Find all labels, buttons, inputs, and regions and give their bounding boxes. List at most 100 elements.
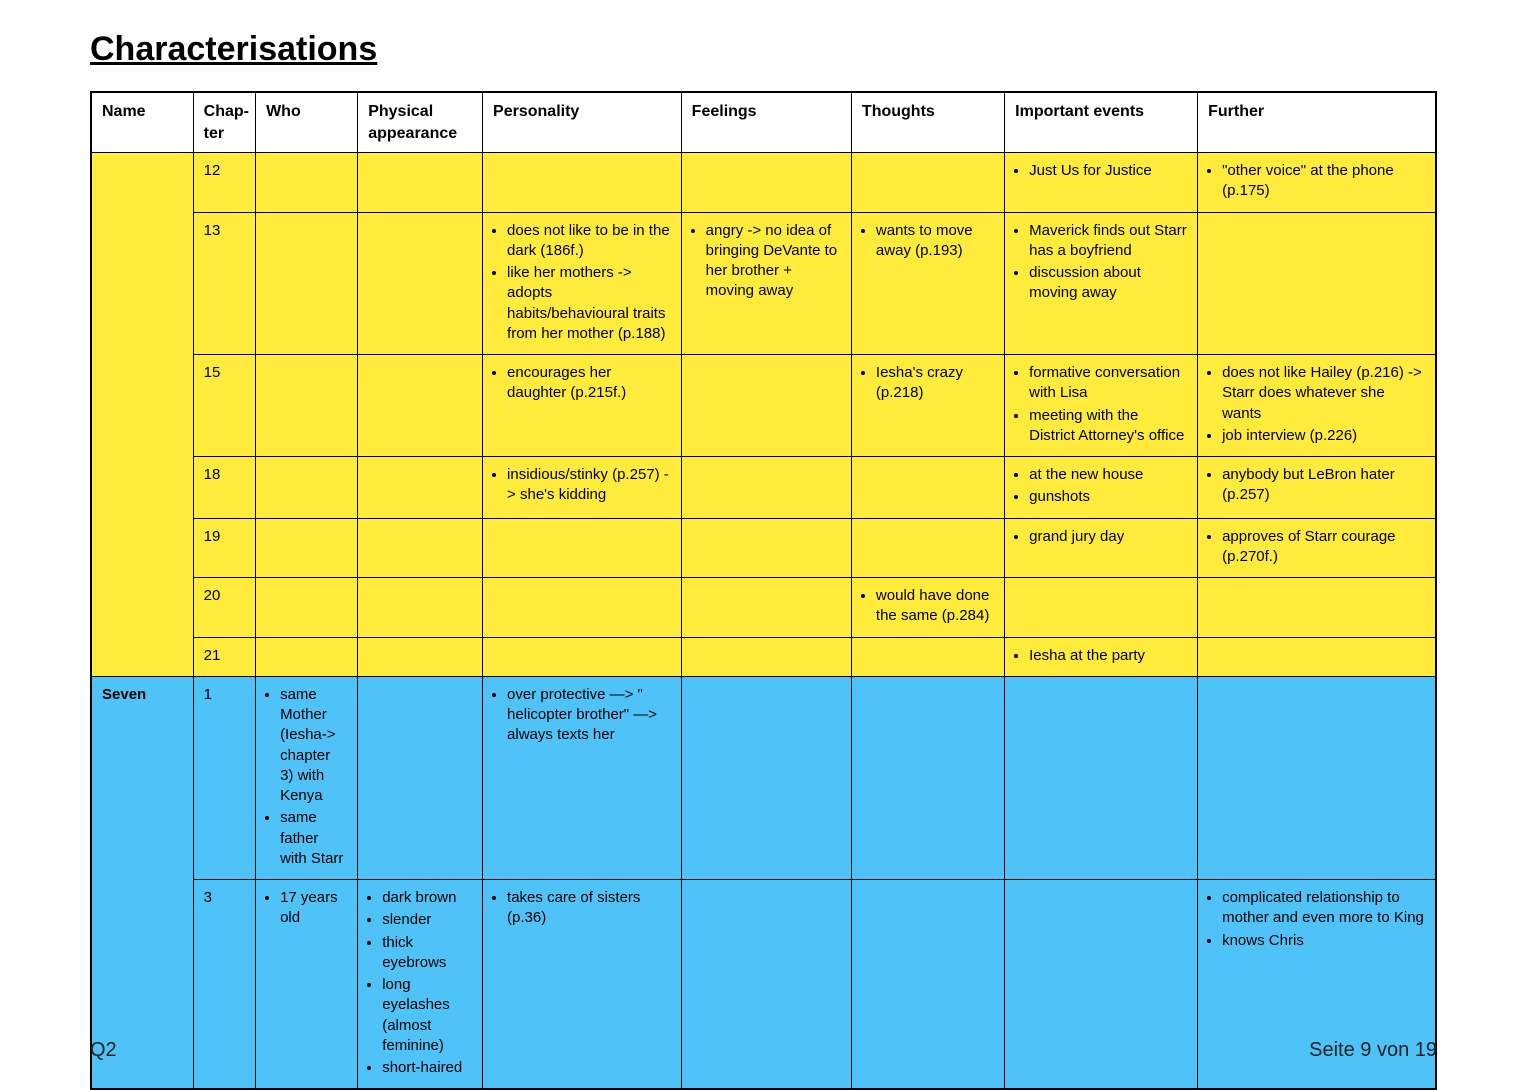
list-item: thick eyebrows <box>382 933 472 974</box>
cell-chapter: 18 <box>193 457 255 519</box>
cell-who <box>256 212 358 355</box>
cell-physical <box>358 637 483 676</box>
cell-personality: insidious/stinky (p.257) -> she's kiddin… <box>483 457 682 519</box>
cell-further <box>1198 676 1436 879</box>
cell-physical <box>358 153 483 213</box>
cell-events: Maverick finds out Starr has a boyfriend… <box>1005 212 1198 355</box>
cell-who: same Mother (Iesha-> chapter 3) with Ken… <box>256 676 358 879</box>
cell-events <box>1005 578 1198 638</box>
cell-physical <box>358 518 483 578</box>
col-personality: Personality <box>483 92 682 153</box>
col-feelings: Feelings <box>681 92 851 153</box>
table-header: Name Chap-ter Who Physical appearance Pe… <box>91 92 1436 153</box>
list-item: discussion about moving away <box>1029 263 1187 304</box>
list-item: formative conversation with Lisa <box>1029 363 1187 404</box>
cell-list: insidious/stinky (p.257) -> she's kiddin… <box>493 465 671 506</box>
cell-name: Seven <box>91 676 193 1089</box>
list-item: at the new house <box>1029 465 1187 485</box>
col-further: Further <box>1198 92 1436 153</box>
cell-physical <box>358 457 483 519</box>
cell-list: does not like to be in the dark (186f.)l… <box>493 221 671 345</box>
cell-list: wants to move away (p.193) <box>862 221 994 262</box>
cell-thoughts: wants to move away (p.193) <box>851 212 1004 355</box>
cell-list: angry -> no idea of bringing DeVante to … <box>692 221 841 302</box>
cell-list: grand jury day <box>1015 527 1187 547</box>
table-row: 15encourages her daughter (p.215f.)Iesha… <box>91 355 1436 457</box>
list-item: Just Us for Justice <box>1029 161 1187 181</box>
cell-who <box>256 153 358 213</box>
table-row: 21 Iesha at the party <box>91 637 1436 676</box>
cell-list: takes care of sisters (p.36) <box>493 888 671 929</box>
cell-chapter: 21 <box>193 637 255 676</box>
list-item: complicated relationship to mother and e… <box>1222 888 1425 929</box>
cell-thoughts <box>851 676 1004 879</box>
cell-list: complicated relationship to mother and e… <box>1208 888 1425 951</box>
cell-events: grand jury day <box>1005 518 1198 578</box>
cell-personality <box>483 153 682 213</box>
table-row: 13 does not like to be in the dark (186f.… <box>91 212 1436 355</box>
col-name: Name <box>91 92 193 153</box>
cell-chapter: 19 <box>193 518 255 578</box>
list-item: knows Chris <box>1222 931 1425 951</box>
cell-chapter: 1 <box>193 676 255 879</box>
cell-further <box>1198 212 1436 355</box>
cell-events: Iesha at the party <box>1005 637 1198 676</box>
table-body: 12Just Us for Justice"other voice" at th… <box>91 153 1436 1090</box>
cell-list: "other voice" at the phone (p.175) <box>1208 161 1425 202</box>
list-item: insidious/stinky (p.257) -> she's kiddin… <box>507 465 671 506</box>
cell-list: encourages her daughter (p.215f.) <box>493 363 671 404</box>
list-item: same father with Starr <box>280 808 347 869</box>
list-item: 17 years old <box>280 888 347 929</box>
document-page: Characterisations Name Chap-ter Who Phys… <box>0 0 1527 1080</box>
cell-further: approves of Starr courage (p.270f.) <box>1198 518 1436 578</box>
list-item: meeting with the District Attorney's off… <box>1029 406 1187 447</box>
cell-personality: does not like to be in the dark (186f.)l… <box>483 212 682 355</box>
list-item: over protective —> " helicopter brother"… <box>507 685 671 746</box>
cell-who <box>256 518 358 578</box>
cell-list: same Mother (Iesha-> chapter 3) with Ken… <box>266 685 347 869</box>
cell-physical <box>358 355 483 457</box>
cell-feelings <box>681 578 851 638</box>
cell-further: anybody but LeBron hater (p.257) <box>1198 457 1436 519</box>
list-item: takes care of sisters (p.36) <box>507 888 671 929</box>
cell-physical <box>358 676 483 879</box>
list-item: approves of Starr courage (p.270f.) <box>1222 527 1425 568</box>
cell-list: does not like Hailey (p.216) -> Starr do… <box>1208 363 1425 446</box>
col-thoughts: Thoughts <box>851 92 1004 153</box>
cell-further <box>1198 637 1436 676</box>
cell-thoughts: would have done the same (p.284) <box>851 578 1004 638</box>
cell-list: Iesha at the party <box>1015 646 1187 666</box>
list-item: Iesha at the party <box>1029 646 1187 666</box>
list-item: job interview (p.226) <box>1222 426 1425 446</box>
cell-further <box>1198 578 1436 638</box>
cell-personality <box>483 518 682 578</box>
list-item: encourages her daughter (p.215f.) <box>507 363 671 404</box>
page-footer: Q2 Seite 9 von 19 <box>90 1039 1437 1062</box>
cell-list: approves of Starr courage (p.270f.) <box>1208 527 1425 568</box>
cell-thoughts <box>851 457 1004 519</box>
cell-feelings <box>681 355 851 457</box>
cell-who <box>256 457 358 519</box>
cell-list: formative conversation with Lisameeting … <box>1015 363 1187 446</box>
cell-chapter: 13 <box>193 212 255 355</box>
list-item: gunshots <box>1029 487 1187 507</box>
cell-events <box>1005 676 1198 879</box>
cell-personality: over protective —> " helicopter brother"… <box>483 676 682 879</box>
list-item: slender <box>382 910 472 930</box>
cell-list: Iesha's crazy (p.218) <box>862 363 994 404</box>
page-title: Characterisations <box>90 30 1437 69</box>
cell-thoughts <box>851 637 1004 676</box>
cell-events: formative conversation with Lisameeting … <box>1005 355 1198 457</box>
cell-who <box>256 637 358 676</box>
list-item: like her mothers -> adopts habits/behavi… <box>507 263 671 344</box>
table-row: 18 insidious/stinky (p.257) -> she's kidd… <box>91 457 1436 519</box>
footer-right: Seite 9 von 19 <box>1309 1039 1437 1062</box>
cell-thoughts <box>851 518 1004 578</box>
cell-events: at the new housegunshots <box>1005 457 1198 519</box>
col-physical: Physical appearance <box>358 92 483 153</box>
cell-who <box>256 578 358 638</box>
cell-feelings: angry -> no idea of bringing DeVante to … <box>681 212 851 355</box>
cell-feelings <box>681 637 851 676</box>
cell-feelings <box>681 457 851 519</box>
list-item: "other voice" at the phone (p.175) <box>1222 161 1425 202</box>
